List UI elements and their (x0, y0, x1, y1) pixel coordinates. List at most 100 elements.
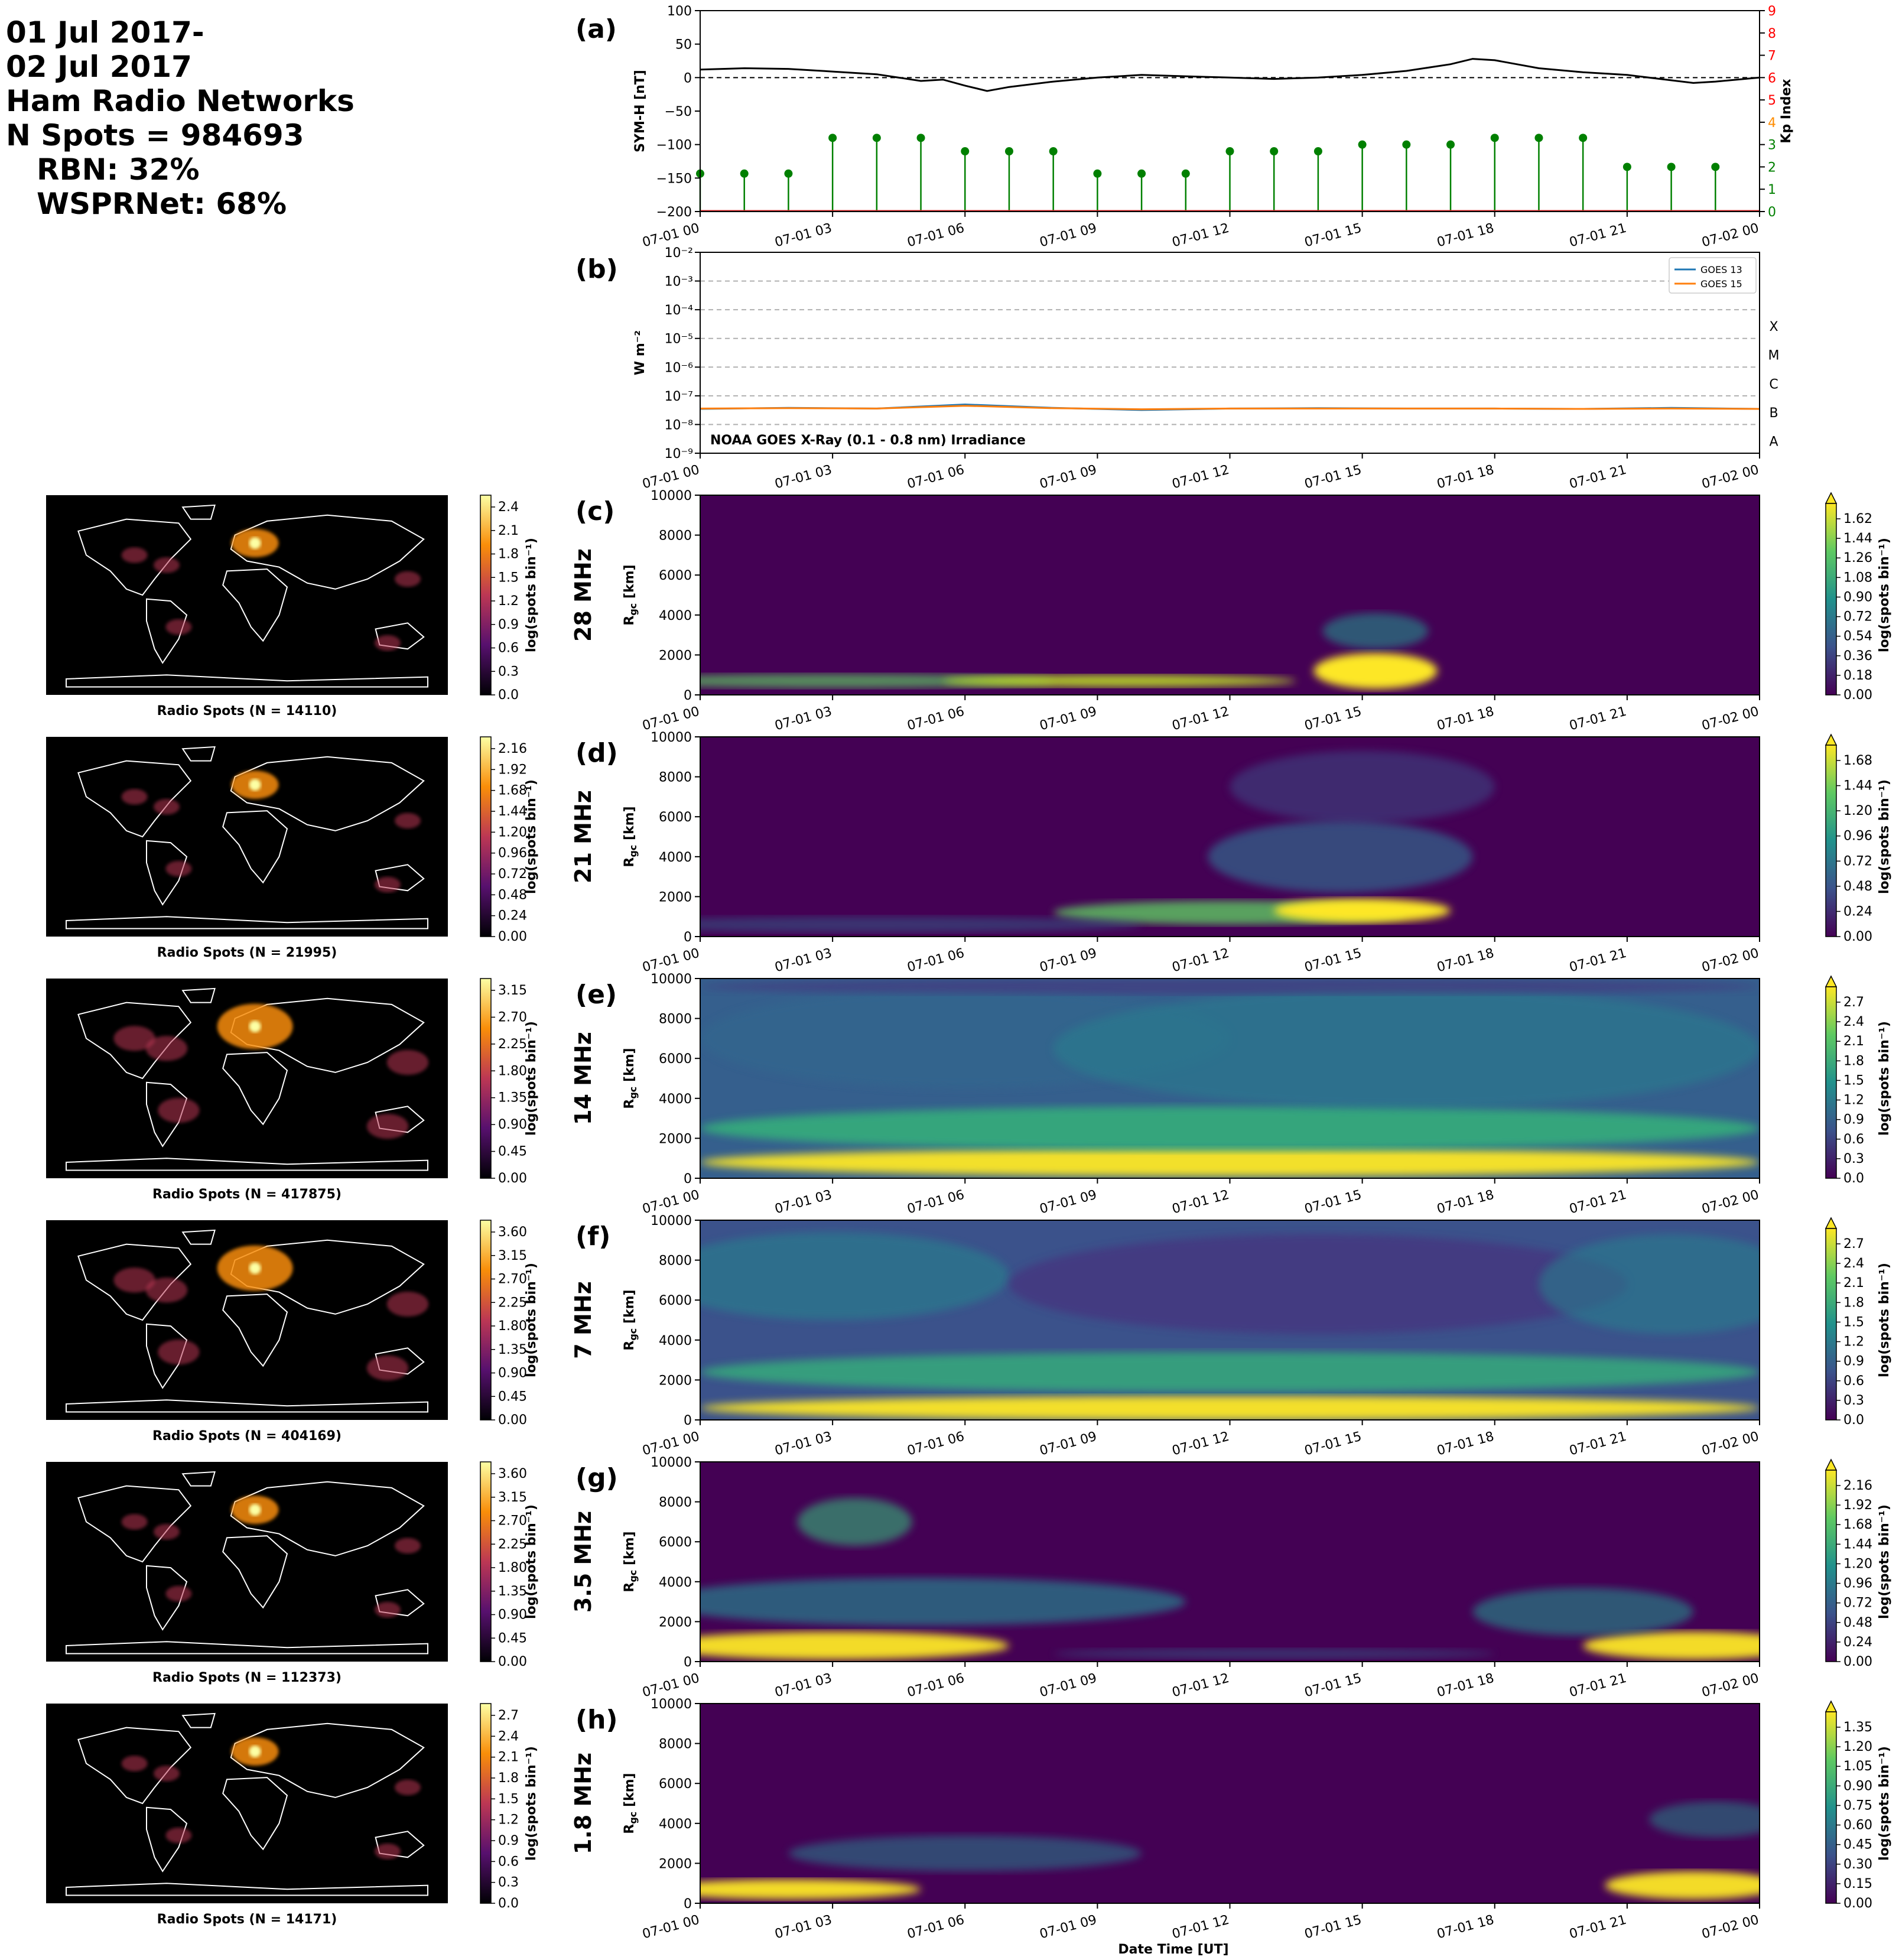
colorbar-label: 0.0 (1843, 1171, 1864, 1186)
y-tick-label: 2000 (659, 1132, 692, 1146)
kp-marker (784, 169, 793, 178)
x-tick-label: 07-01 00 (641, 1671, 701, 1701)
coastline (146, 1081, 188, 1148)
map-colorbar-title: log(spots bin⁻¹) (524, 1746, 539, 1861)
colorbar-label: 1.44 (1843, 531, 1872, 546)
x-tick-label: 07-01 09 (1038, 1671, 1098, 1701)
coastline (230, 1481, 425, 1556)
y2-tick-label: 0 (1768, 205, 1776, 220)
spot-density (165, 1827, 192, 1844)
heatmap (700, 1462, 1760, 1662)
world-map (46, 737, 448, 937)
x-tick-label: 07-01 06 (906, 946, 966, 976)
spot-density (366, 1114, 409, 1139)
x-tick-label: 07-01 18 (1435, 1671, 1495, 1701)
x-tick-label: 07-01 03 (773, 1913, 834, 1942)
y-tick-label: 10000 (651, 489, 692, 503)
kp-marker (828, 134, 837, 142)
flare-class-label: C (1769, 377, 1778, 392)
spot-density (395, 571, 421, 587)
density-region (1313, 653, 1438, 689)
map-colorbar (480, 736, 492, 937)
world-map (46, 979, 448, 1178)
density-region (942, 675, 1296, 687)
kp-marker (1446, 140, 1455, 149)
spot-density (395, 1538, 421, 1554)
density-region (1053, 988, 1760, 1109)
coastline (222, 1293, 288, 1367)
density-region (1053, 1649, 1495, 1659)
heatmap-body (700, 1462, 1760, 1662)
colorbar-label: 0.9 (1843, 1354, 1864, 1369)
colorbar-label: 0.6 (1843, 1374, 1864, 1389)
x-tick-label: 07-01 09 (1038, 1429, 1098, 1459)
spot-density (386, 1049, 429, 1075)
colorbar-label: 1.05 (1843, 1759, 1872, 1774)
colorbar-label: 0.36 (1843, 649, 1872, 664)
map-colorbar-label: 2.4 (498, 1729, 519, 1744)
x-tick-label: 07-01 21 (1568, 704, 1628, 734)
x-tick-label: 07-01 15 (1303, 946, 1363, 976)
heatmap (700, 1704, 1760, 1903)
map-colorbar-label: 1.8 (498, 1771, 519, 1786)
colorbar-label: 0.96 (1843, 829, 1872, 844)
x-tick-label: 07-01 12 (1170, 1188, 1231, 1217)
map-colorbar-label: 2.1 (498, 1750, 519, 1765)
map-colorbar-label: 0.45 (498, 1389, 527, 1404)
map-colorbar-label: 1.8 (498, 547, 519, 562)
y-tick-label: 2000 (659, 648, 692, 663)
spot-density (375, 876, 401, 893)
colorbar-label: 0.72 (1843, 1596, 1872, 1611)
x-tick-label: 07-01 06 (906, 1671, 966, 1701)
heatmap-body (700, 979, 1760, 1178)
y-tick-label: −150 (656, 171, 692, 186)
coastline (66, 916, 428, 929)
x-tick-label: 07-01 12 (1170, 946, 1231, 976)
colorbar-label: 0.54 (1843, 629, 1872, 644)
x-tick-label: 07-01 03 (773, 1188, 834, 1217)
y-tick-label: 100 (667, 4, 692, 19)
colorbar (1825, 986, 1837, 1179)
map-caption: Radio Spots (N = 417875) (152, 1187, 342, 1202)
coastline (222, 1535, 288, 1609)
kp-marker (916, 134, 925, 142)
y-tick-label: 8000 (659, 1737, 692, 1752)
x-tick-label: 07-01 15 (1303, 1188, 1363, 1217)
spot-density (165, 619, 192, 635)
y-tick-label: 6000 (659, 568, 692, 583)
x-tick-label: 07-01 06 (906, 704, 966, 734)
panel-d: (d) 21 MHz Radio Spots (N = 21995) 0.00 0.24… (46, 730, 1892, 975)
coastline (222, 810, 288, 884)
y-axis-label: Rgc [km] (622, 1048, 639, 1109)
coastline (77, 1243, 192, 1321)
panel-label: (g) (575, 1463, 618, 1493)
map-colorbar-label: 0.3 (498, 664, 519, 679)
coastline (66, 1641, 428, 1655)
map-caption: Radio Spots (N = 21995) (157, 945, 337, 960)
colorbar-title: log(spots bin⁻¹) (1877, 779, 1892, 894)
density-region (788, 1835, 1142, 1871)
x-tick-label: 07-01 12 (1170, 1913, 1231, 1942)
map-colorbar-label: 0.6 (498, 1854, 519, 1869)
y-axis-label: W m⁻² (633, 330, 648, 375)
density-region (1230, 750, 1495, 823)
map-background (46, 737, 448, 937)
spot-density (395, 812, 421, 829)
coastline (77, 1002, 192, 1080)
x-tick-label: 07-01 18 (1435, 463, 1495, 492)
colorbar-title: log(spots bin⁻¹) (1877, 1504, 1892, 1619)
spot-density (121, 547, 148, 563)
x-tick-label: 07-01 18 (1435, 1429, 1495, 1459)
x-tick-label: 07-01 06 (906, 1429, 966, 1459)
panel-g: (g) 3.5 MHz Radio Spots (N = 112373) 0.00 0.… (46, 1455, 1892, 1700)
map-caption: Radio Spots (N = 14171) (157, 1912, 337, 1927)
band-label: 3.5 MHz (570, 1511, 596, 1613)
map-background (46, 1704, 448, 1903)
x-tick-label: 07-01 15 (1303, 1429, 1363, 1459)
density-region (700, 1352, 1760, 1392)
coastline (146, 1565, 188, 1631)
colorbar-label: 0.72 (1843, 610, 1872, 625)
map-colorbar-label: 1.5 (498, 1792, 519, 1806)
colorbar-label: 0.3 (1843, 1152, 1864, 1166)
